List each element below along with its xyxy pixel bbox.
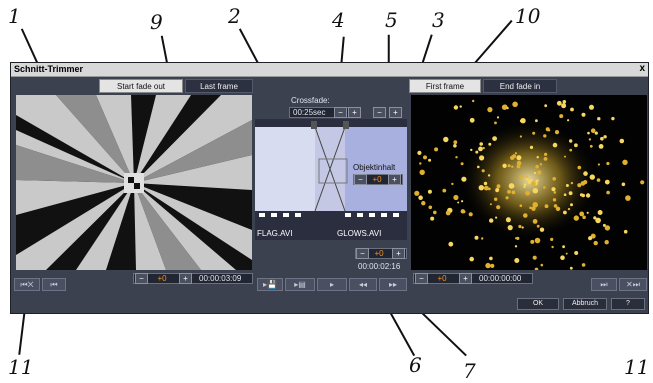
- tab-start-fade-out[interactable]: Start fade out: [99, 79, 183, 93]
- radial-pattern-image: [16, 95, 252, 270]
- transition-timeline[interactable]: FLAG.AVI GLOWS.AVI Objektinhalt − +0 +: [255, 119, 407, 240]
- clip-left-name: FLAG.AVI: [257, 229, 293, 238]
- callout-11-right: 11: [624, 355, 650, 379]
- clip-right-name: GLOWS.AVI: [337, 229, 382, 238]
- objekt-plus-button[interactable]: +: [388, 174, 401, 185]
- callout-2: 2: [228, 4, 241, 28]
- rewind-cut-button[interactable]: ⏮✕: [14, 278, 40, 291]
- fast-forward-button[interactable]: ⏭: [591, 278, 617, 291]
- left-preview-image: [16, 95, 252, 270]
- objekt-label: Objektinhalt: [353, 163, 396, 172]
- center-offset-value: +0: [374, 249, 384, 258]
- help-button[interactable]: ?: [611, 298, 645, 310]
- callout-3: 3: [432, 8, 445, 32]
- tab-end-fade-in[interactable]: End fade in: [483, 79, 557, 93]
- cancel-button[interactable]: Abbruch: [563, 298, 607, 310]
- left-trim-control: [133, 273, 253, 284]
- right-trim-control: [413, 273, 533, 284]
- leader-10: [470, 20, 513, 69]
- next-button[interactable]: ▸▸: [379, 278, 407, 291]
- crossfade-value: 00:25sec: [293, 108, 326, 117]
- callout-6: 6: [409, 353, 422, 377]
- crossfade-minus-button[interactable]: −: [334, 107, 347, 118]
- callout-4: 4: [332, 8, 345, 32]
- film-play-button[interactable]: ▸▤: [285, 278, 315, 291]
- prev-button[interactable]: ◂◂: [349, 278, 377, 291]
- timeline-graphic: [255, 119, 407, 240]
- center-minus-button[interactable]: −: [356, 248, 369, 259]
- right-preview-image: [411, 95, 647, 270]
- left-minus-button[interactable]: −: [135, 273, 148, 284]
- callout-5: 5: [385, 8, 398, 32]
- tab-first-frame[interactable]: First frame: [409, 79, 481, 93]
- right-timecode: 00:00:00:00: [479, 274, 522, 283]
- callout-11-left: 11: [8, 355, 34, 379]
- tab-last-frame[interactable]: Last frame: [185, 79, 253, 93]
- callout-10: 10: [515, 4, 541, 28]
- objekt-minus-button[interactable]: −: [354, 174, 367, 185]
- callout-1: 1: [8, 4, 21, 28]
- callout-7: 7: [463, 359, 476, 383]
- crossfade-label: Crossfade:: [291, 96, 330, 105]
- callout-9: 9: [150, 10, 163, 34]
- particles: [414, 99, 645, 270]
- ok-button[interactable]: OK: [517, 298, 559, 310]
- crossfade-plus-button[interactable]: +: [348, 107, 361, 118]
- center-timecode: 00:00:02:16: [358, 262, 401, 271]
- right-plus-button[interactable]: +: [459, 273, 472, 284]
- objekt-control: [353, 174, 403, 185]
- left-timecode: 00:00:03:09: [199, 274, 242, 283]
- center-plus-button[interactable]: +: [392, 248, 405, 259]
- right-minus-button[interactable]: −: [415, 273, 428, 284]
- play-button[interactable]: ▸: [317, 278, 347, 291]
- left-offset-value: +0: [157, 274, 167, 283]
- center-trim-control: [355, 248, 407, 259]
- save-play-button[interactable]: ▸💾: [257, 278, 283, 291]
- objekt-offset-value: +0: [372, 175, 382, 184]
- cut-forward-button[interactable]: ✕⏭: [619, 278, 647, 291]
- close-icon[interactable]: x: [639, 63, 645, 74]
- right-offset-value: +0: [437, 274, 447, 283]
- schnitt-trimmer-window: Schnitt-Trimmer x Start fade out Last fr…: [10, 62, 649, 314]
- crossfade-step-plus-button[interactable]: +: [389, 107, 402, 118]
- rewind-button[interactable]: ⏮: [42, 278, 66, 291]
- left-plus-button[interactable]: +: [179, 273, 192, 284]
- window-title: Schnitt-Trimmer: [14, 64, 84, 74]
- title-bar: Schnitt-Trimmer x: [11, 63, 648, 77]
- crossfade-step-minus-button[interactable]: −: [373, 107, 386, 118]
- particle-image: [411, 95, 647, 270]
